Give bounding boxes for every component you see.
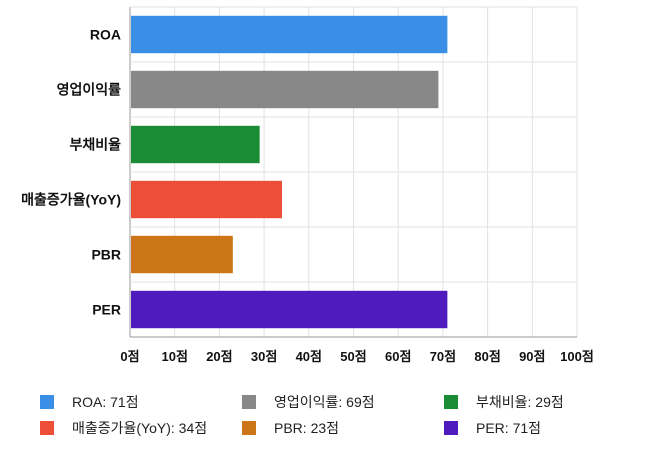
x-tick-label: 80점 (474, 349, 500, 364)
legend-label: PER: 71점 (476, 420, 542, 436)
bar-3 (131, 180, 282, 219)
legend-label: 영업이익률: 69점 (274, 394, 375, 410)
x-tick-label: 10점 (161, 349, 187, 364)
y-category-label: 매출증가율(YoY) (21, 192, 121, 208)
bar-chart: 0점 10점 20점 30점 40점 50점 60점 70점 80점 90점 100점 ROA 영업이익… (21, 6, 594, 364)
y-category-label: 영업이익률 (57, 82, 122, 98)
legend-swatch (444, 421, 458, 435)
x-tick-label: 30점 (251, 349, 277, 364)
legend-item[interactable]: 매출증가율(YoY): 34점 (40, 418, 242, 438)
bar-5 (131, 290, 448, 329)
legend-item[interactable]: PER: 71점 (444, 418, 624, 438)
legend-label: ROA: 71점 (72, 394, 139, 410)
x-tick-label: 70점 (430, 349, 456, 364)
legend-label: 부채비율: 29점 (476, 394, 564, 410)
legend-item[interactable]: 영업이익률: 69점 (242, 392, 444, 412)
legend-swatch (242, 421, 256, 435)
legend-item[interactable]: PBR: 23점 (242, 418, 444, 438)
x-tick-label: 90점 (519, 349, 545, 364)
legend-item[interactable]: ROA: 71점 (40, 392, 242, 412)
y-category-label: 부채비율 (69, 137, 121, 153)
legend-swatch (40, 421, 54, 435)
y-category-label: PBR (91, 247, 121, 263)
legend-swatch (40, 395, 54, 409)
x-tick-label: 50점 (340, 349, 366, 364)
bar-1 (131, 70, 439, 109)
bar-0 (131, 15, 448, 54)
x-tick-label: 20점 (206, 349, 232, 364)
legend-swatch (242, 395, 256, 409)
bar-4 (131, 235, 233, 274)
x-tick-label: 0점 (120, 349, 139, 364)
y-category-label: PER (92, 302, 121, 318)
legend-label: PBR: 23점 (274, 420, 340, 436)
legend-item[interactable]: 부채비율: 29점 (444, 392, 624, 412)
x-tick-label: 100점 (560, 349, 594, 364)
x-tick-label: 60점 (385, 349, 411, 364)
legend-label: 매출증가율(YoY): 34점 (72, 420, 208, 436)
bar-2 (131, 125, 260, 164)
y-category-label: ROA (90, 27, 121, 43)
x-tick-label: 40점 (296, 349, 322, 364)
legend-swatch (444, 395, 458, 409)
